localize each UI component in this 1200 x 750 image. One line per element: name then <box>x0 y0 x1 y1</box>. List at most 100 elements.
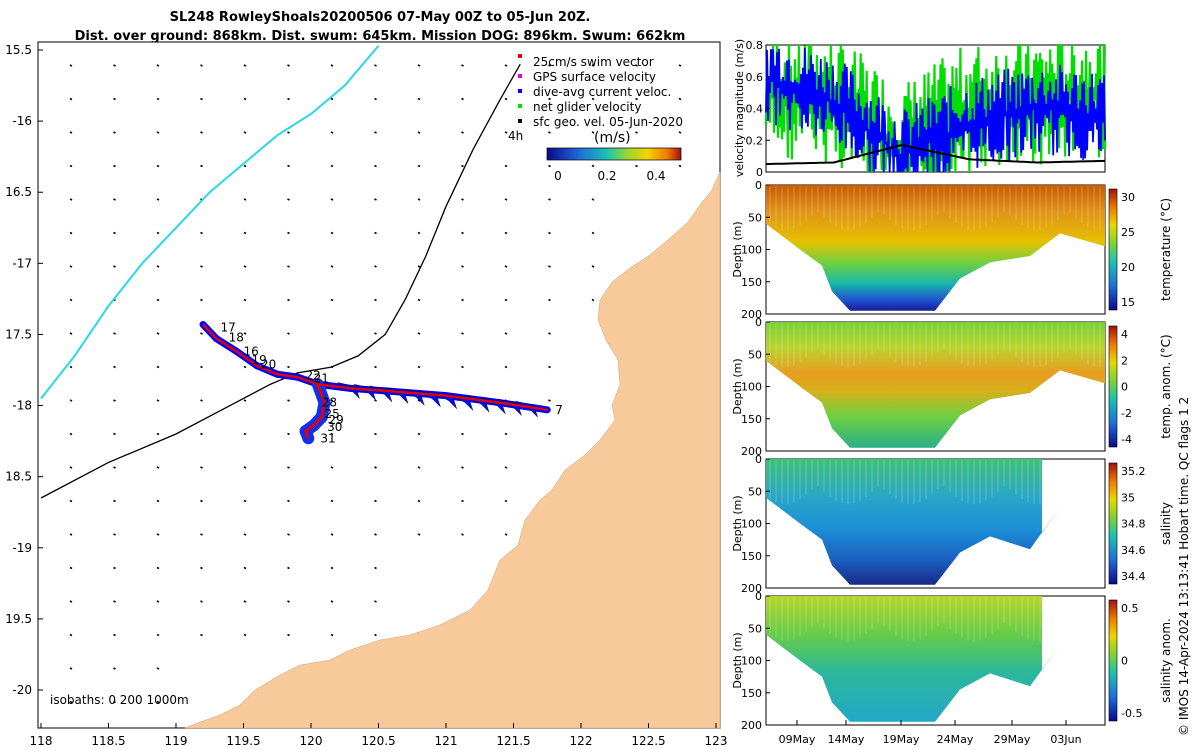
velocity-dot <box>200 131 203 134</box>
velocity-dot <box>156 700 160 704</box>
glider-track <box>199 320 551 445</box>
velocity-dot <box>243 600 247 603</box>
velocity-dot <box>69 164 73 168</box>
temperature-colorbar-tick: 15 <box>1121 296 1135 309</box>
velocity-dot <box>200 432 203 436</box>
velocity-dot <box>548 265 551 268</box>
velocity-dot <box>461 533 464 536</box>
velocity-dot <box>374 466 377 469</box>
map-y-tick-label: -17 <box>12 256 32 270</box>
velocity-dot <box>243 633 247 637</box>
velocity-dot <box>417 499 421 503</box>
velocity-dot <box>243 432 247 436</box>
velocity-dot <box>69 64 73 67</box>
temp_anom-colorbar-tick: -2 <box>1121 407 1132 420</box>
velocity-dot <box>156 533 160 536</box>
sal_anom-field <box>766 596 1060 722</box>
velocity-dot <box>678 64 682 67</box>
velocity-y-tick-label: 0.8 <box>746 39 764 52</box>
time-scale-label: 4h <box>508 129 523 143</box>
velocity-dot <box>374 533 377 536</box>
velocity-y-tick-label: 0.6 <box>746 71 764 84</box>
velocity-dot <box>678 164 682 168</box>
temp_anom-y-tick-label: 100 <box>741 381 762 394</box>
sal_anom-colorbar-tick: 0.5 <box>1121 602 1139 615</box>
velocity-dot <box>374 499 377 503</box>
geo-velocity-series <box>765 143 1106 166</box>
title-line-1: SL248 RowleyShoals20200506 07-May 00Z to… <box>169 10 591 25</box>
velocity-dot <box>504 298 508 302</box>
section-temperature: 0 50 100 150 200 Depth (m) 30 25 20 15 temperature… <box>731 179 1173 321</box>
velocity-series <box>764 44 1107 173</box>
velocity-dot <box>243 198 247 201</box>
map-x-tick-label: 119 <box>165 734 188 748</box>
velocity-dot <box>504 365 508 369</box>
track-label: 29 <box>329 413 344 427</box>
velocity-dot <box>330 499 334 503</box>
velocity-dot <box>417 97 421 101</box>
velocity-dot <box>156 365 160 369</box>
velocity-dot <box>156 164 160 168</box>
velocity-dot <box>548 164 551 168</box>
velocity-y-tick-label: 0.2 <box>746 134 764 147</box>
salinity-colorbar-label: salinity <box>1159 502 1173 545</box>
velocity-panel: 0 0.2 0.4 0.6 0.8 velocity magnitude (m/s) <box>733 39 1107 179</box>
temperature-colorbar <box>1108 188 1118 311</box>
velocity-dot <box>156 198 160 201</box>
sal_anom-y-tick-label: 50 <box>748 622 762 635</box>
velocity-ylabel: velocity magnitude (m/s) <box>733 39 746 177</box>
legend-net-marker <box>518 104 522 108</box>
velocity-dot <box>243 131 247 134</box>
velocity-dot <box>287 131 290 134</box>
track-swim-path <box>202 323 548 412</box>
velocity-dot <box>243 164 247 168</box>
velocity-dot <box>156 432 160 436</box>
velocity-dot <box>156 265 160 268</box>
velocity-y-axis: 0 0.2 0.4 0.6 0.8 <box>746 39 770 179</box>
velocity-dot <box>287 64 290 67</box>
velocity-dot <box>69 432 73 436</box>
time-tick-label: 03Jun <box>1050 733 1081 746</box>
map-y-tick-label: -19 <box>12 541 32 555</box>
velocity-dot <box>548 365 551 369</box>
velocity-dot <box>417 432 421 436</box>
temperature-y-tick-label: 100 <box>741 244 762 257</box>
velocity-dot <box>287 533 290 536</box>
velocity-dot <box>417 131 421 134</box>
velocity-dot <box>374 432 377 436</box>
velocity-dot <box>548 64 551 67</box>
velocity-dot <box>374 97 377 101</box>
velocity-dot <box>330 466 334 469</box>
velocity-dot <box>635 164 638 168</box>
velocity-dot <box>330 633 334 637</box>
velocity-dot <box>156 633 160 637</box>
sal_anom-ylabel: Depth (m) <box>731 632 744 688</box>
velocity-dot <box>374 64 377 67</box>
velocity-dot <box>417 164 421 168</box>
velocity-dot <box>243 533 247 536</box>
velocity-dot <box>200 600 203 603</box>
salinity-y-tick-label: 0 <box>755 453 762 466</box>
velocity-dot <box>417 265 421 268</box>
velocity-dot <box>330 533 334 536</box>
velocity-dot <box>678 131 682 134</box>
velocity-dot <box>200 97 203 101</box>
velocity-dot <box>113 432 116 436</box>
velocity-dot <box>635 97 638 101</box>
velocity-dot <box>113 97 116 101</box>
temperature-y-tick-label: 200 <box>741 308 762 321</box>
legend-gps-marker <box>518 74 522 78</box>
velocity-dot <box>200 399 203 402</box>
velocity-dot <box>374 265 377 268</box>
temperature-colorbar-tick: 25 <box>1121 226 1135 239</box>
time-tick-label: 09May <box>779 733 816 746</box>
australia-landmass <box>184 171 721 729</box>
velocity-dot <box>69 466 73 469</box>
velocity-dot <box>504 97 508 101</box>
velocity-dot <box>374 298 377 302</box>
velocity-dot <box>591 198 595 201</box>
velocity-dot <box>69 265 73 268</box>
temp_anom-y-tick-label: 200 <box>741 445 762 458</box>
temperature-field <box>766 185 1105 311</box>
temp_anom-colorbar-tick: 0 <box>1121 381 1128 394</box>
